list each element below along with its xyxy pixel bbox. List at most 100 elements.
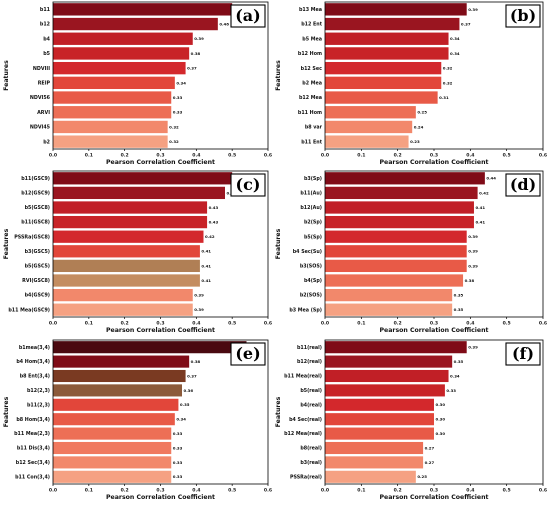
bar-5 <box>53 398 179 411</box>
x-tick-label: 0.6 <box>539 153 547 159</box>
data-label: 0.37 <box>461 21 471 26</box>
category-label: b11(Au) <box>300 191 322 197</box>
x-tick-label: 0.5 <box>503 488 511 494</box>
data-label: 0.38 <box>191 51 201 56</box>
data-label: 0.42 <box>479 190 489 195</box>
category-label: b1mea(3,4) <box>19 345 50 351</box>
x-tick-label: 0.1 <box>357 153 365 159</box>
bar-1 <box>53 3 233 16</box>
bar-4 <box>53 384 182 397</box>
x-tick-label: 0.0 <box>49 153 57 159</box>
category-label: b12(Au) <box>300 205 322 211</box>
data-label: 0.43 <box>209 220 219 225</box>
data-label: 0.39 <box>194 293 204 298</box>
data-label: 0.33 <box>173 431 183 436</box>
x-tick-label: 0.4 <box>466 321 474 327</box>
data-label: 0.41 <box>201 249 211 254</box>
y-axis-label: Features <box>275 60 282 91</box>
data-label: 0.35 <box>180 402 190 407</box>
bar-6 <box>53 245 200 258</box>
category-label: PSSRa(real) <box>290 474 322 480</box>
bar-9 <box>53 120 168 134</box>
x-tick-label: 0.0 <box>321 153 329 159</box>
x-axis-label: Pearson Correlation Coefficient <box>106 327 215 334</box>
data-label: 0.34 <box>176 80 186 85</box>
bar-1 <box>325 3 467 16</box>
category-label: REIP <box>38 80 51 86</box>
category-label: b5(GSC8) <box>25 205 50 211</box>
data-label: 0.32 <box>169 124 179 129</box>
x-tick-label: 0.0 <box>321 488 329 494</box>
y-axis-label: Features <box>3 60 10 91</box>
panel-6: 0.39 b11(real) 0.35 b12(real) 0.34 b11 Mea(re… <box>275 339 547 501</box>
x-tick-label: 0.5 <box>228 321 236 327</box>
bar-8 <box>53 274 200 287</box>
data-label: 0.34 <box>450 51 460 56</box>
bar-4 <box>53 215 208 229</box>
bar-4 <box>325 47 449 60</box>
bar-8 <box>53 441 172 455</box>
category-label: b12(2,3) <box>27 388 50 394</box>
category-label: b4 Sec(real) <box>289 417 322 423</box>
data-label: 0.39 <box>194 307 204 312</box>
category-label: b3(SOS) <box>300 264 322 270</box>
bar-2 <box>325 186 478 200</box>
bar-10 <box>325 303 453 316</box>
data-label: 0.39 <box>468 234 478 239</box>
data-label: 0.33 <box>173 95 183 100</box>
data-label: 0.44 <box>486 176 496 181</box>
x-tick-label: 0.1 <box>85 153 93 159</box>
x-tick-label: 0.4 <box>192 321 200 327</box>
bar-2 <box>325 17 460 31</box>
bar-6 <box>53 76 175 90</box>
bar-8 <box>53 106 172 119</box>
panel-1: 0.50b110.46b120.39b40.38b50.37NDVIII0.34… <box>3 1 272 166</box>
category-label: b2 Mea <box>302 80 322 86</box>
bar-3 <box>53 32 193 45</box>
category-label: b3 Mea (Sp) <box>289 307 322 313</box>
data-label: 0.34 <box>450 373 460 378</box>
category-label: b3(real) <box>300 460 322 466</box>
bar-5 <box>325 398 434 411</box>
data-label: 0.39 <box>468 263 478 268</box>
x-axis-label: Pearson Correlation Coefficient <box>380 327 489 334</box>
category-label: b11(2,3) <box>27 402 50 408</box>
data-label: 0.38 <box>191 359 201 364</box>
category-label: b12 Mea(real) <box>284 431 322 437</box>
bar-10 <box>325 135 409 148</box>
bar-7 <box>53 91 172 104</box>
x-tick-label: 0.3 <box>156 321 164 327</box>
bar-8 <box>325 274 464 287</box>
bar-7 <box>53 427 172 440</box>
y-axis-label: Features <box>275 228 282 259</box>
x-tick-label: 0.0 <box>321 321 329 327</box>
category-label: b11 Mea(GSC9) <box>8 307 50 313</box>
y-axis-label: Features <box>3 228 10 259</box>
category-label: b12 Mea <box>299 95 322 101</box>
x-tick-label: 0.3 <box>430 153 438 159</box>
data-label: 0.39 <box>468 7 478 12</box>
panel-label: (e) <box>235 344 260 363</box>
category-label: b12 Sec(3,4) <box>16 460 50 466</box>
data-label: 0.25 <box>417 110 427 115</box>
bar-1 <box>53 172 233 185</box>
bar-9 <box>325 120 413 134</box>
panel-label-box <box>505 4 541 28</box>
category-label: b12 <box>40 22 50 28</box>
bar-9 <box>53 288 193 302</box>
x-tick-label: 0.4 <box>466 488 474 494</box>
bar-2 <box>325 355 453 368</box>
data-label: 0.43 <box>209 205 219 210</box>
data-label: 0.34 <box>450 36 460 41</box>
bar-9 <box>53 456 172 469</box>
category-label: b11 Dis(3,4) <box>17 446 50 452</box>
bar-7 <box>53 259 200 273</box>
data-label: 0.30 <box>436 431 446 436</box>
category-label: b5 <box>43 51 50 57</box>
data-label: 0.39 <box>468 249 478 254</box>
category-label: b4 Hom(3,4) <box>16 359 50 365</box>
category-label: b2(Sp) <box>304 220 322 226</box>
x-tick-label: 0.5 <box>503 153 511 159</box>
x-tick-label: 0.4 <box>466 153 474 159</box>
category-label: b5(GSC5) <box>25 264 50 270</box>
